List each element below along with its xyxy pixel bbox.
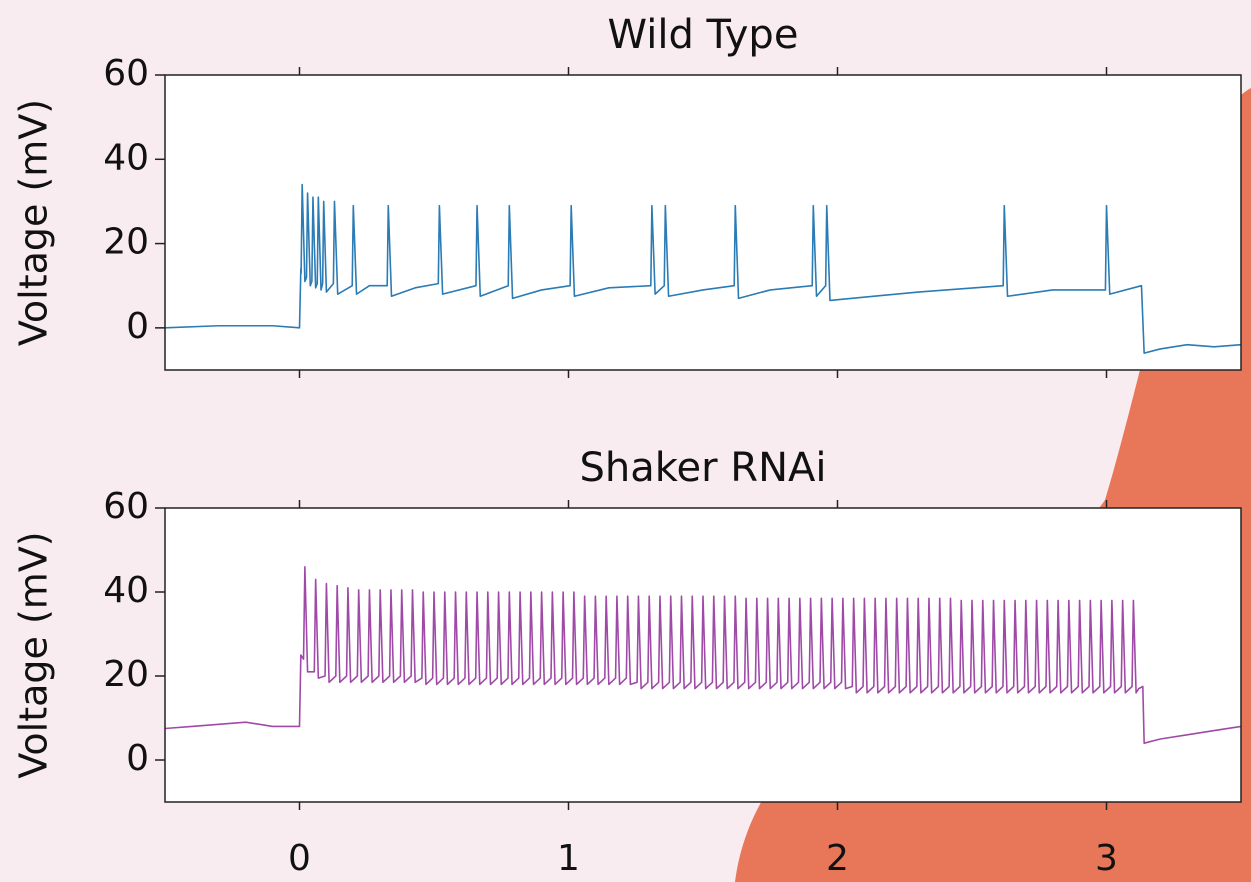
x-tick-label: 1 [557, 838, 580, 879]
y-axis-label: Voltage (mV) [12, 99, 56, 346]
chart-title: Wild Type [608, 12, 799, 58]
plot-area [165, 508, 1241, 802]
y-tick-label: 60 [103, 53, 149, 94]
y-axis-label: Voltage (mV) [12, 531, 56, 778]
y-tick-label: 20 [103, 222, 149, 263]
voltage-trace [164, 566, 1242, 744]
y-tick-label: 60 [103, 486, 149, 527]
x-tick-label: 3 [1095, 838, 1118, 879]
plot-frame [164, 507, 1242, 803]
x-tick-label: 2 [826, 838, 849, 879]
plot-frame [164, 74, 1242, 371]
y-tick-label: 20 [103, 654, 149, 695]
chart-title: Shaker RNAi [580, 445, 827, 491]
y-tick-label: 40 [103, 137, 149, 178]
y-tick-label: 0 [126, 738, 149, 779]
x-tick-label: 0 [288, 838, 311, 879]
voltage-trace [164, 183, 1242, 354]
plot-area [165, 75, 1241, 370]
y-tick-label: 0 [126, 306, 149, 347]
y-tick-label: 40 [103, 570, 149, 611]
